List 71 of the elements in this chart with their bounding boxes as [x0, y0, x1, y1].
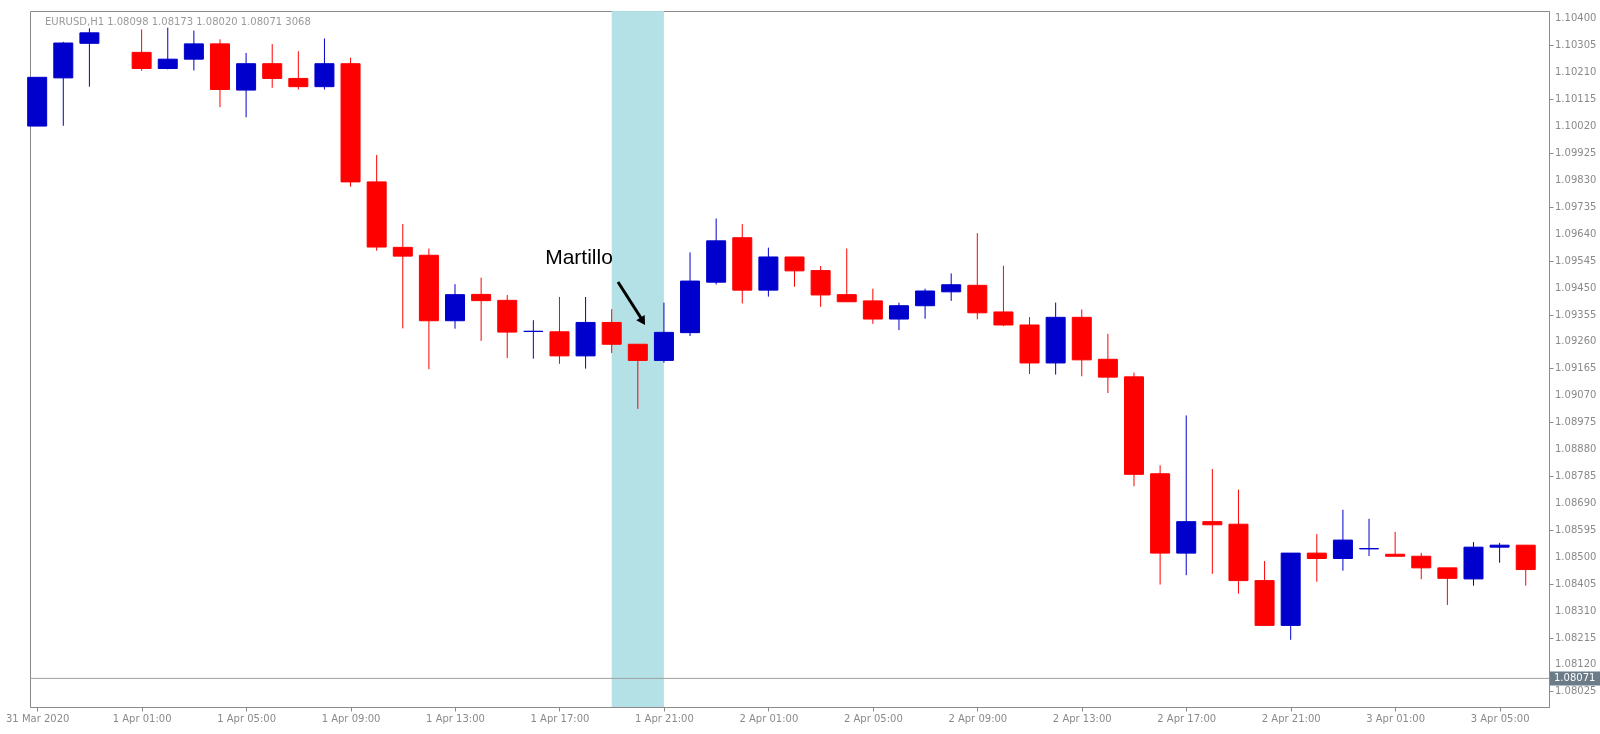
- y-tick-label: 1.09165: [1555, 362, 1597, 374]
- candlestick: [1359, 518, 1380, 557]
- x-tick-label: 2 Apr 01:00: [739, 712, 799, 724]
- y-tick-label: 1.10210: [1555, 66, 1597, 78]
- x-tick-label: 1 Apr 01:00: [112, 712, 172, 724]
- y-tick-label: 1.08785: [1555, 470, 1597, 482]
- x-tick-label: 1 Apr 21:00: [635, 712, 694, 724]
- y-tick-label: 1.10115: [1555, 93, 1597, 105]
- x-tick-label: 1 Apr 09:00: [321, 712, 381, 724]
- candlestick: [1332, 509, 1353, 572]
- x-tick-label: 2 Apr 09:00: [948, 712, 1008, 724]
- candlestick: [941, 272, 962, 302]
- candlestick: [131, 28, 152, 72]
- y-tick-label: 1.08595: [1555, 523, 1597, 535]
- candlestick: [836, 247, 857, 303]
- candlestick: [1411, 552, 1432, 580]
- candlestick: [1385, 531, 1406, 557]
- text: EURUSD,H1 1.08098 1.08173 1.08020 1.08071 3068: [45, 16, 311, 27]
- y-tick-label: 1.09830: [1555, 173, 1597, 185]
- candlestick: [915, 288, 936, 320]
- candlestick: [862, 288, 883, 325]
- y-tick-label: 1.08500: [1555, 550, 1597, 562]
- y-tick-label: 1.09070: [1555, 389, 1597, 401]
- x-tick-label: 2 Apr 17:00: [1157, 712, 1217, 724]
- y-tick-label: 1.10400: [1555, 12, 1597, 24]
- candlestick: [183, 30, 204, 72]
- candlestick: [288, 50, 309, 90]
- y-tick-label: 1.08880: [1555, 443, 1597, 455]
- y-tick-label: 1.08215: [1555, 631, 1597, 643]
- candlestick: [471, 277, 492, 342]
- candlestick: [784, 256, 805, 288]
- candlestick: [1097, 333, 1118, 394]
- candlestick: [1306, 533, 1327, 583]
- candlestick: [993, 265, 1014, 327]
- candlestick: [314, 37, 335, 90]
- y-tick-label: 1.08025: [1555, 685, 1597, 697]
- candlestick: [262, 43, 283, 89]
- y-tick-label: 1.08690: [1555, 496, 1597, 508]
- y-tick-label: 1.10020: [1555, 120, 1597, 132]
- candlestick: [627, 343, 648, 410]
- candlestick: [1437, 567, 1458, 606]
- x-tick-label: 3 Apr 05:00: [1470, 712, 1530, 724]
- x-tick-label: 1 Apr 05:00: [217, 712, 277, 724]
- y-tick-label: 1.08310: [1555, 604, 1597, 616]
- candlestick: [392, 223, 413, 329]
- x-tick-label: 3 Apr 01:00: [1366, 712, 1426, 724]
- candlestick: [79, 27, 100, 88]
- candlestick: [1489, 542, 1510, 564]
- x-tick-label: 1 Apr 17:00: [530, 712, 590, 724]
- y-tick-label: 1.10305: [1555, 39, 1597, 51]
- candlestick: [1202, 468, 1223, 575]
- annotation: Martillo: [545, 245, 613, 268]
- y-tick-label: 1.08975: [1555, 416, 1597, 428]
- y-tick-label: 1.08405: [1555, 577, 1597, 589]
- x-tick-label: 2 Apr 13:00: [1052, 712, 1112, 724]
- y-tick-label: 1.09260: [1555, 335, 1597, 347]
- candlestick: [601, 308, 622, 354]
- y-tick-label: 1.09925: [1555, 146, 1597, 158]
- y-tick-label: 1.09735: [1555, 200, 1597, 212]
- candlestick: [888, 302, 909, 331]
- x-tick-label: 1 Apr 13:00: [426, 712, 485, 724]
- candlestick: [157, 27, 178, 70]
- y-tick-label: 1.09545: [1555, 254, 1597, 266]
- y-tick-label: 1.08120: [1555, 658, 1597, 670]
- y-tick-label: 1.09640: [1555, 227, 1597, 239]
- ref-line-label: 1.08071: [1554, 672, 1596, 684]
- y-tick-label: 1.09355: [1555, 308, 1597, 320]
- x-tick-label: 31 Mar 2020: [5, 712, 70, 724]
- x-tick-label: 2 Apr 05:00: [843, 712, 903, 724]
- x-tick-label: 2 Apr 21:00: [1261, 712, 1321, 724]
- y-tick-label: 1.09450: [1555, 281, 1597, 293]
